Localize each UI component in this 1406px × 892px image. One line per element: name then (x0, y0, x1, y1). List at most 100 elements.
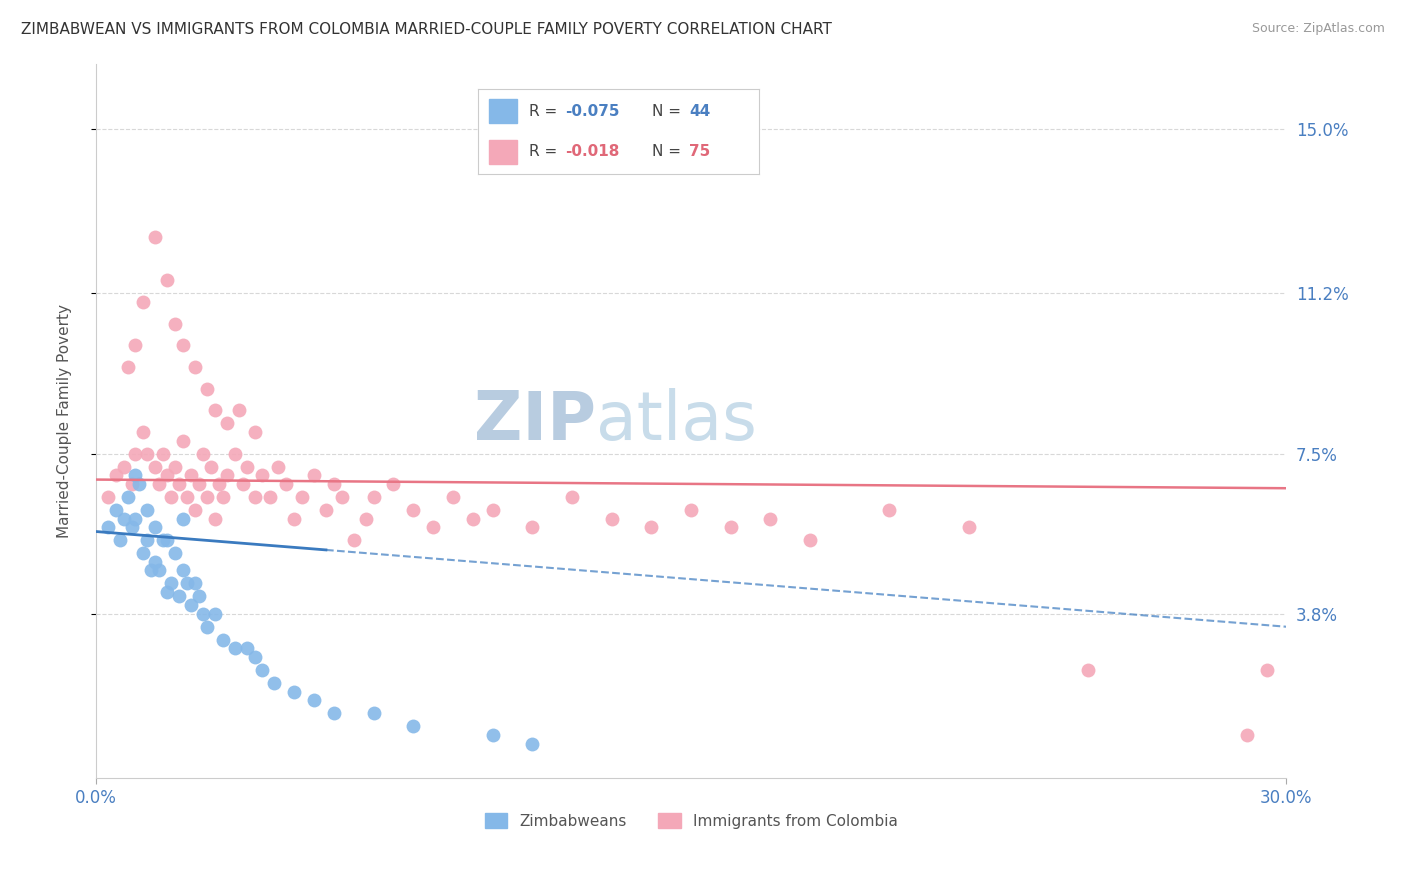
Point (402, 719, 425, 733)
Text: 44: 44 (689, 103, 710, 119)
Point (252, 468, 274, 483)
Point (235, 641, 257, 656)
Point (211, 632, 233, 647)
Point (156, 585, 179, 599)
Point (165, 317, 187, 331)
Point (180, 598, 202, 612)
Point (232, 476, 254, 491)
Point (143, 230, 166, 244)
Point (204, 403, 226, 417)
Y-axis label: Married-Couple Family Poverty: Married-Couple Family Poverty (58, 304, 72, 538)
Point (160, 490, 183, 504)
Point (243, 490, 266, 504)
Point (136, 533, 159, 548)
Point (224, 447, 246, 461)
Point (167, 590, 190, 604)
Point (167, 476, 190, 491)
Point (879, 503, 901, 517)
Point (195, 490, 218, 504)
Text: R =: R = (529, 145, 562, 160)
Point (132, 425, 155, 439)
Text: -0.018: -0.018 (565, 145, 620, 160)
Point (481, 503, 503, 517)
Point (191, 607, 214, 621)
Point (176, 490, 198, 504)
Point (291, 490, 314, 504)
Point (124, 447, 146, 461)
Point (143, 459, 166, 474)
Text: ZIP: ZIP (474, 388, 596, 454)
Point (195, 620, 218, 634)
Point (108, 533, 131, 548)
Point (228, 403, 250, 417)
Point (600, 511, 623, 525)
Point (165, 546, 187, 560)
Point (211, 490, 233, 504)
Point (640, 520, 662, 534)
Point (104, 468, 127, 483)
Point (117, 359, 139, 374)
Point (382, 476, 405, 491)
Point (441, 490, 464, 504)
Point (681, 503, 703, 517)
Point (148, 476, 170, 491)
Point (1077, 663, 1099, 677)
Point (302, 693, 325, 707)
Point (267, 459, 290, 474)
Point (156, 533, 179, 548)
Bar (489, 140, 517, 164)
Text: ZIMBABWEAN VS IMMIGRANTS FROM COLOMBIA MARRIED-COUPLE FAMILY POVERTY CORRELATION: ZIMBABWEAN VS IMMIGRANTS FROM COLOMBIA M… (21, 22, 832, 37)
Point (215, 468, 238, 483)
Point (136, 447, 159, 461)
Point (215, 417, 238, 431)
Point (156, 273, 179, 287)
Point (160, 576, 183, 591)
Point (112, 511, 135, 525)
Point (184, 576, 207, 591)
Point (354, 511, 377, 525)
Point (121, 520, 143, 534)
Point (124, 511, 146, 525)
Point (322, 706, 344, 721)
Point (720, 520, 742, 534)
Point (172, 511, 194, 525)
Point (184, 503, 207, 517)
Point (180, 468, 202, 483)
Text: atlas: atlas (596, 388, 756, 454)
Point (152, 447, 174, 461)
Point (143, 520, 166, 534)
Bar (489, 99, 517, 123)
Point (522, 520, 544, 534)
Point (1256, 663, 1278, 677)
Text: -0.075: -0.075 (565, 103, 620, 119)
Point (283, 511, 305, 525)
Point (152, 533, 174, 548)
Point (461, 511, 484, 525)
Point (283, 684, 305, 698)
Point (252, 663, 274, 677)
Point (208, 476, 231, 491)
Point (343, 533, 366, 548)
Point (195, 382, 218, 396)
Point (156, 468, 179, 483)
Point (143, 555, 166, 569)
Point (243, 650, 266, 665)
Point (172, 338, 194, 352)
Point (402, 503, 425, 517)
Point (132, 546, 155, 560)
Point (184, 359, 207, 374)
Point (128, 476, 150, 491)
Point (188, 476, 211, 491)
Point (243, 425, 266, 439)
Point (363, 490, 385, 504)
Point (957, 520, 980, 534)
Point (132, 295, 155, 310)
Point (112, 459, 135, 474)
Point (363, 706, 385, 721)
Point (104, 503, 127, 517)
Point (165, 459, 187, 474)
Text: N =: N = (652, 103, 686, 119)
Point (263, 676, 285, 690)
Point (97, 490, 120, 504)
Point (224, 641, 246, 656)
